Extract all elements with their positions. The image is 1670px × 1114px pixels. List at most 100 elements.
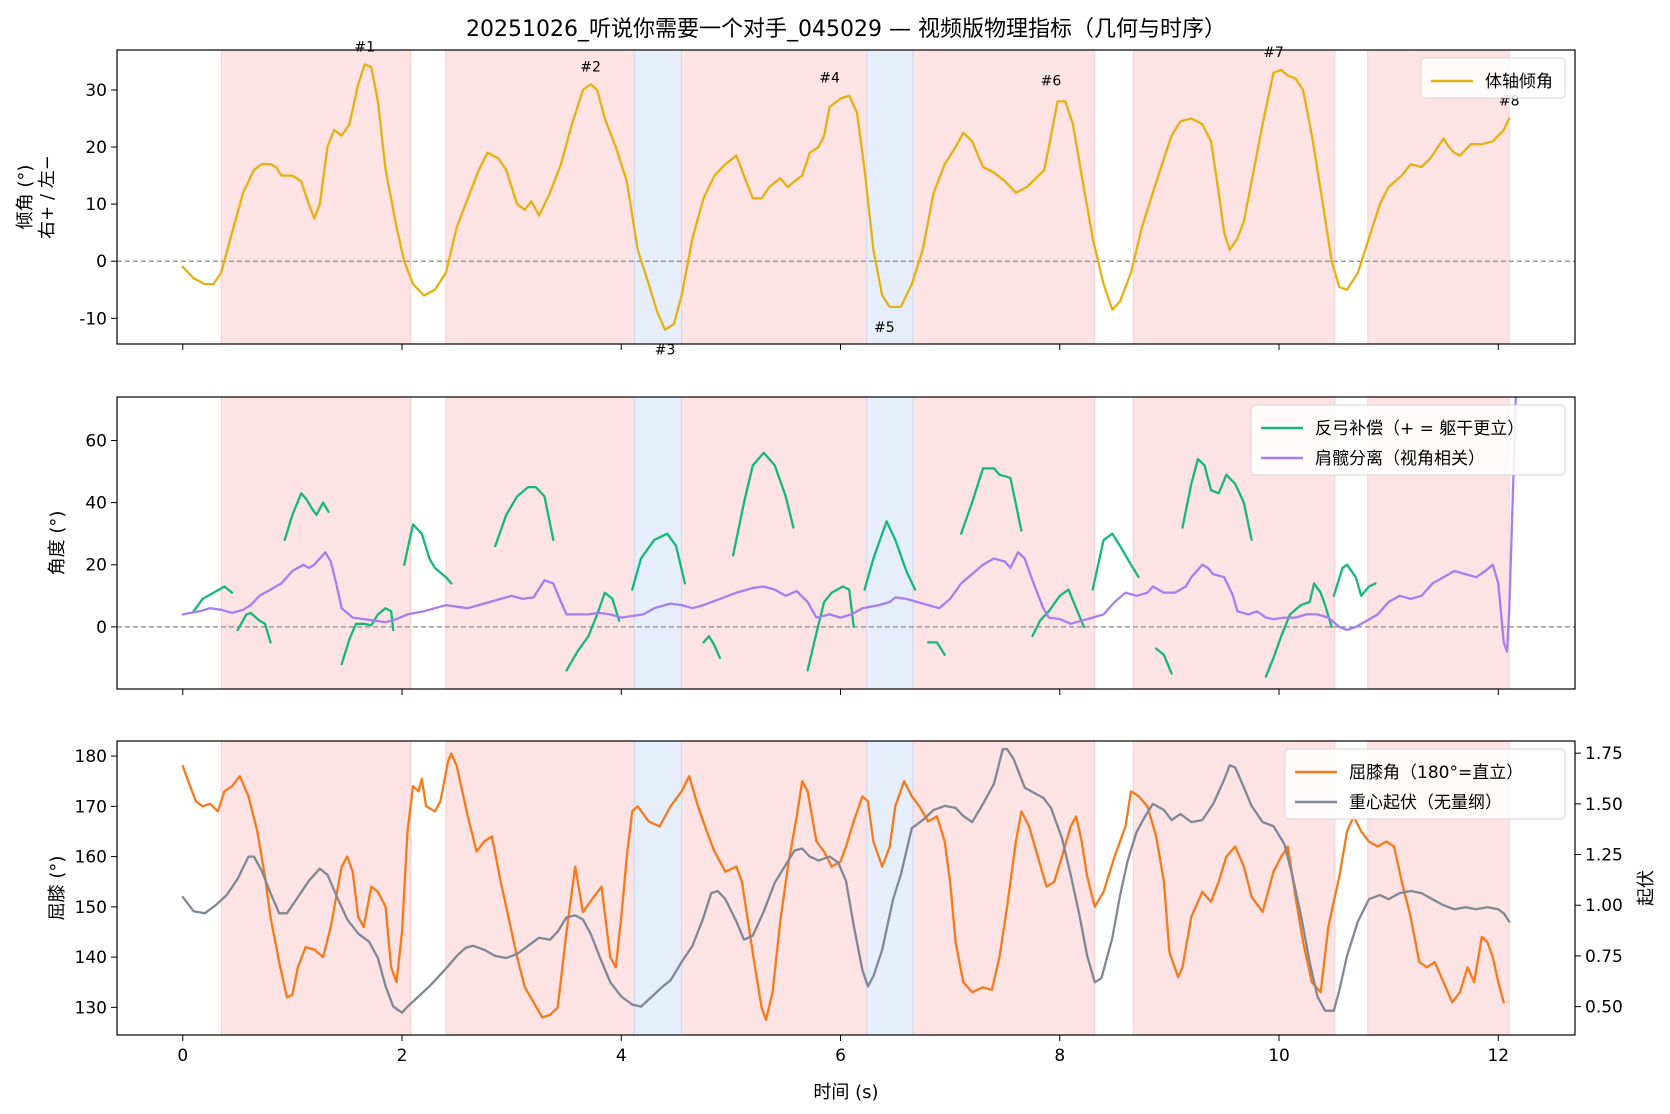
peak-annotation: #4 (819, 71, 840, 87)
legend-box (1420, 57, 1566, 99)
series-line (1155, 647, 1173, 675)
legend-label: 体轴倾角 (1485, 72, 1553, 92)
phase-span-blue (866, 396, 914, 690)
series-line (283, 492, 330, 542)
phase-span-blue (866, 49, 914, 345)
x-tick-label: 10 (1268, 1046, 1290, 1066)
y-tick-label: 170 (75, 797, 107, 817)
panel-angles: 0 20 40 60 角度 (°) 反弓补偿（+ = 躯干更立） 肩髋分离（视角相关） (47, 396, 1576, 695)
y-axis-label-2: 右+ / 左− (37, 155, 58, 239)
series-line (631, 532, 687, 591)
phase-span-pink (445, 49, 635, 345)
series-line (494, 485, 555, 548)
y-tick-label: 0 (96, 252, 107, 272)
legend-box (1284, 748, 1566, 820)
series-line (806, 585, 855, 672)
phase-span-pink (220, 740, 412, 1036)
legend-label: 反弓补偿（+ = 躯干更立） (1315, 419, 1524, 439)
axes-frame (116, 396, 1576, 690)
series-line (1031, 588, 1086, 638)
y-tick-label: 30 (85, 81, 107, 101)
y-tick-label: 60 (85, 431, 107, 451)
series-line (403, 523, 453, 585)
legend-label: 屈膝角（180°=直立） (1349, 763, 1523, 783)
series-line (702, 635, 722, 660)
peak-annotation: #5 (874, 320, 895, 336)
chart-title: 20251026_听说你需要一个对手_045029 — 视频版物理指标（几何与时… (466, 17, 1226, 42)
phase-span-pink (1132, 49, 1336, 345)
y-tick-label: 130 (75, 998, 107, 1018)
legend: 反弓补偿（+ = 躯干更立） 肩髋分离（视角相关） (1250, 404, 1566, 476)
x-tick-label: 12 (1487, 1046, 1509, 1066)
peak-annotation: #7 (1263, 45, 1284, 61)
y-right-tick-label: 0.75 (1585, 947, 1623, 967)
series-line (181, 397, 1517, 653)
x-tick-label: 4 (616, 1046, 627, 1066)
peak-annotation: #1 (354, 39, 375, 55)
phase-span-pink (220, 49, 412, 345)
phase-span-pink (912, 740, 1096, 1036)
legend: 屈膝角（180°=直立） 重心起伏（无量纲） (1284, 748, 1566, 820)
phase-span-pink (445, 740, 635, 1036)
peak-annotation: #3 (655, 343, 676, 359)
phase-span-pink (445, 396, 635, 690)
y-right-tick-label: 1.75 (1585, 744, 1623, 764)
y-right-tick-label: 1.00 (1585, 896, 1623, 916)
y-axis-label: 屈膝 (°) (47, 856, 68, 921)
x-tick-label: 0 (177, 1046, 188, 1066)
y-tick-label: 0 (96, 618, 107, 638)
phase-span-pink (912, 396, 1096, 690)
series-line (1332, 563, 1377, 597)
series-line (181, 752, 1505, 1022)
series-line (236, 611, 272, 644)
y-right-tick-label: 1.50 (1585, 795, 1623, 815)
peak-annotation: #6 (1041, 74, 1062, 90)
phase-span-pink (912, 49, 1096, 345)
series-group (181, 747, 1511, 1022)
legend-box (1250, 404, 1566, 476)
y-axis-label: 倾角 (°) (15, 165, 36, 230)
series-group (181, 63, 1511, 331)
x-tick-label: 6 (835, 1046, 846, 1066)
phase-span-blue (634, 740, 682, 1036)
y-tick-label: 140 (75, 948, 107, 968)
series-group (181, 397, 1517, 678)
legend-label: 重心起伏（无量纲） (1349, 793, 1502, 813)
series-line (181, 747, 1511, 1014)
legend-label: 肩髋分离（视角相关） (1315, 449, 1485, 469)
series-line (565, 591, 621, 672)
phase-span-blue (866, 740, 914, 1036)
legend: 体轴倾角 (1420, 57, 1566, 99)
y-right-axis-label: 起伏 (1636, 870, 1657, 906)
y-tick-label: 180 (75, 747, 107, 767)
phase-span-pink (681, 49, 868, 345)
phase-span-pink (681, 740, 868, 1036)
x-tick-label: 8 (1054, 1046, 1065, 1066)
series-line (927, 641, 946, 656)
series-line (181, 63, 1511, 331)
x-tick-label: 2 (397, 1046, 408, 1066)
x-axis-label: 时间 (s) (813, 1082, 878, 1103)
series-line (863, 520, 917, 591)
series-line (1181, 457, 1253, 542)
axes-frame (116, 740, 1576, 1036)
series-line (192, 585, 234, 613)
peak-annotation: #2 (580, 59, 601, 75)
phase-span-pink (681, 396, 868, 690)
y-tick-label: 150 (75, 898, 107, 918)
series-line (1091, 532, 1140, 591)
axes-frame (116, 49, 1576, 345)
y-tick-label: 160 (75, 848, 107, 868)
panel-knee: 0 2 4 6 8 10 12 130 140 150 160 170 180 屈膝 (°) 0.50 0.7… (47, 740, 1657, 1066)
phase-span-blue (634, 49, 682, 345)
y-tick-label: -10 (79, 309, 107, 329)
series-line (959, 467, 1023, 535)
y-axis-label: 角度 (°) (47, 511, 68, 576)
y-tick-label: 40 (85, 494, 107, 514)
series-line (1264, 582, 1333, 678)
y-right-tick-label: 1.25 (1585, 846, 1623, 866)
phase-span-pink (1367, 49, 1510, 345)
